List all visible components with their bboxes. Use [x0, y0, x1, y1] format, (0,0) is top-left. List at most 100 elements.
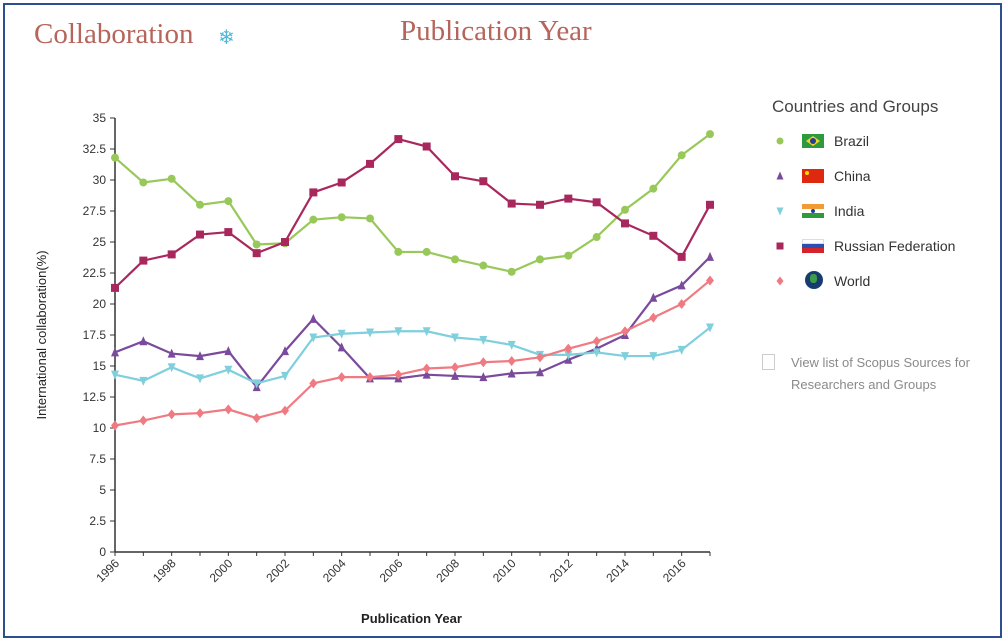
data-point-china — [677, 280, 686, 290]
data-point-brazil — [366, 214, 374, 223]
widget-frame — [3, 3, 1002, 638]
data-point-india — [224, 365, 233, 375]
data-point-brazil — [677, 151, 686, 160]
data-point-world — [479, 357, 488, 368]
data-point-brazil — [337, 213, 346, 222]
y-axis-title: International collaboration(%) — [34, 250, 49, 419]
data-point-india — [111, 370, 119, 380]
data-point-brazil — [507, 267, 516, 276]
data-point-china — [111, 347, 119, 357]
data-point-russian-federation — [422, 142, 431, 151]
y-tick-label: 12.5 — [83, 390, 107, 404]
sources-link-line1: View list of Scopus Sources for — [791, 355, 970, 370]
y-tick-label: 25 — [93, 235, 107, 249]
data-point-russian-federation — [139, 256, 148, 265]
series-line-india — [114, 326, 711, 385]
india-flag-icon — [802, 204, 824, 218]
legend-label: Brazil — [834, 133, 870, 149]
data-point-world — [111, 420, 119, 431]
legend-title: Countries and Groups — [772, 97, 939, 116]
data-point-china — [536, 367, 544, 377]
data-point-world — [507, 356, 516, 367]
data-point-world — [196, 408, 204, 419]
data-point-russian-federation — [677, 252, 686, 261]
data-point-india — [337, 329, 346, 339]
data-point-brazil — [394, 247, 403, 256]
document-icon — [762, 354, 775, 370]
y-tick-label: 10 — [93, 421, 107, 435]
data-point-india — [366, 328, 374, 338]
legend-item-india[interactable]: India — [772, 200, 992, 222]
data-point-india — [564, 350, 573, 360]
legend-marker-india — [772, 203, 796, 219]
x-tick-label: 2006 — [377, 556, 406, 585]
data-point-russian-federation — [507, 199, 516, 208]
legend-item-world[interactable]: World — [772, 270, 992, 292]
data-point-brazil — [111, 153, 119, 162]
legend-marker-china — [772, 168, 796, 184]
data-point-russian-federation — [394, 135, 403, 144]
data-point-russian-federation — [252, 249, 261, 258]
data-point-russian-federation — [366, 159, 374, 168]
data-point-world — [139, 415, 148, 426]
y-tick-label: 22.5 — [83, 266, 107, 280]
y-tick-label: 30 — [93, 173, 107, 187]
data-point-india — [507, 340, 516, 350]
data-point-brazil — [649, 184, 658, 193]
data-point-china — [479, 372, 488, 382]
data-point-world — [224, 404, 233, 415]
series-line-brazil — [114, 133, 711, 273]
data-point-china — [422, 369, 431, 379]
data-point-china — [507, 368, 516, 378]
data-point-russian-federation — [281, 238, 289, 246]
data-point-brazil — [252, 240, 261, 249]
y-tick-label: 5 — [99, 483, 106, 497]
gear-icon[interactable]: ❄ — [218, 27, 235, 49]
data-point-brazil — [536, 255, 544, 264]
data-point-brazil — [309, 215, 318, 224]
data-point-russian-federation — [167, 250, 176, 259]
data-point-world — [167, 409, 176, 420]
x-tick-label: 1996 — [93, 556, 122, 585]
russia-flag-icon — [802, 239, 824, 253]
data-point-russian-federation — [649, 231, 658, 240]
y-tick-label: 17.5 — [83, 328, 107, 342]
legend-item-china[interactable]: China — [772, 165, 992, 187]
data-point-brazil — [167, 174, 176, 183]
series-line-world — [114, 279, 711, 427]
data-point-china — [309, 313, 318, 323]
data-point-china — [706, 251, 714, 261]
data-point-india — [649, 352, 658, 362]
y-tick-label: 2.5 — [89, 514, 106, 528]
collaboration-title: Collaboration — [34, 18, 194, 50]
data-point-india — [196, 374, 204, 384]
data-point-russian-federation — [564, 194, 573, 203]
data-point-russian-federation — [451, 172, 459, 181]
data-point-world — [281, 405, 289, 416]
data-point-brazil — [422, 247, 431, 256]
data-point-china — [281, 346, 289, 356]
data-point-world — [592, 336, 601, 347]
x-tick-label: 2012 — [547, 556, 576, 585]
data-point-india — [706, 323, 714, 333]
data-point-china — [224, 346, 233, 356]
data-point-china — [167, 348, 176, 358]
legend-item-russian-federation[interactable]: Russian Federation — [772, 235, 992, 257]
data-point-china — [337, 342, 346, 352]
view-scopus-sources-link[interactable]: View list of Scopus Sources for Research… — [762, 352, 1007, 396]
data-point-world — [366, 372, 374, 383]
legend-item-brazil[interactable]: Brazil — [772, 130, 992, 152]
data-point-russian-federation — [479, 177, 488, 186]
data-point-world — [621, 326, 629, 337]
data-point-world — [677, 299, 686, 309]
data-point-russian-federation — [224, 228, 233, 237]
data-point-brazil — [196, 200, 204, 209]
x-tick-label: 2004 — [320, 556, 349, 585]
data-point-brazil — [139, 178, 148, 187]
data-point-china — [649, 292, 658, 302]
data-point-world — [536, 352, 544, 363]
x-tick-label: 2000 — [207, 556, 236, 585]
data-point-russian-federation — [337, 178, 346, 187]
brazil-flag-icon — [802, 134, 824, 148]
